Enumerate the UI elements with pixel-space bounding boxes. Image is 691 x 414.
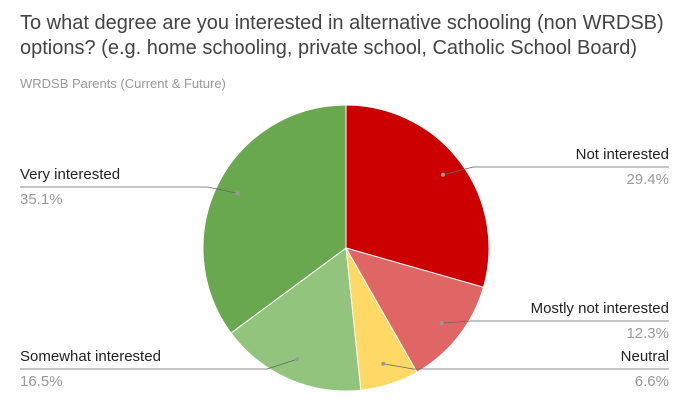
leader-line (20, 186, 238, 194)
leader-dot (381, 361, 386, 366)
leader-line (441, 320, 669, 324)
slice-value-label: 16.5% (20, 373, 63, 390)
leader-dot (439, 321, 444, 326)
pie-slice (230, 247, 362, 392)
chart-title: To what degree are you interested in alt… (20, 12, 664, 59)
leader-dot (294, 357, 299, 362)
pie-slice (202, 104, 347, 334)
slice-label: Somewhat interested (20, 348, 161, 365)
pie-slice (345, 104, 490, 288)
leader-line (442, 166, 669, 176)
slice-label: Not interested (576, 146, 669, 163)
slice-label: Very interested (20, 166, 120, 183)
leader-line (20, 358, 298, 370)
slice-value-label: 35.1% (20, 191, 63, 208)
chart-subtitle: WRDSB Parents (Current & Future) (20, 76, 226, 91)
slice-value-label: 29.4% (626, 171, 669, 188)
slice-label: Mostly not interested (531, 300, 669, 317)
leader-dot (235, 191, 240, 196)
slice-value-label: 6.6% (635, 373, 669, 390)
slice-label: Neutral (621, 348, 669, 365)
slice-value-label: 12.3% (626, 325, 669, 342)
leader-dot (441, 172, 446, 177)
leader-line (383, 363, 669, 370)
